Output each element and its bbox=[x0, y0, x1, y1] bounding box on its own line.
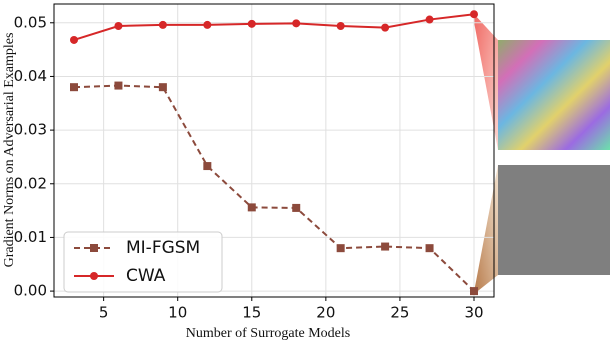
flat-image bbox=[498, 165, 610, 275]
y-tick-label: 0.00 bbox=[14, 282, 47, 300]
data-point bbox=[114, 81, 123, 90]
data-point bbox=[203, 20, 212, 29]
legend-label: MI-FGSM bbox=[126, 238, 200, 258]
data-point bbox=[470, 10, 478, 19]
data-point bbox=[203, 162, 212, 171]
series-line bbox=[73, 84, 475, 292]
legend-label: CWA bbox=[126, 266, 166, 286]
data-point bbox=[70, 83, 78, 92]
x-tick-label: 30 bbox=[464, 304, 483, 322]
legend-marker bbox=[90, 272, 98, 280]
data-point bbox=[247, 203, 256, 212]
data-point bbox=[158, 83, 167, 92]
image-overlay bbox=[498, 40, 610, 150]
zoom-wedge bbox=[474, 14, 498, 150]
x-tick-label: 10 bbox=[168, 304, 187, 322]
y-tick-label: 0.04 bbox=[14, 67, 47, 85]
x-tick-label: 15 bbox=[242, 304, 261, 322]
data-point bbox=[470, 287, 478, 296]
data-point bbox=[336, 22, 345, 31]
y-tick-label: 0.01 bbox=[14, 228, 47, 246]
data-point bbox=[292, 203, 301, 212]
y-axis-label: Gradient Norms on Adversarial Examples bbox=[2, 33, 17, 268]
data-point bbox=[70, 35, 78, 44]
data-point bbox=[292, 19, 301, 28]
data-point bbox=[381, 23, 390, 32]
data-point bbox=[425, 15, 434, 24]
zoom-wedge bbox=[474, 165, 498, 294]
legend-marker bbox=[90, 244, 98, 252]
data-point bbox=[381, 242, 390, 251]
data-point bbox=[247, 19, 256, 28]
data-point bbox=[114, 22, 123, 31]
y-tick-label: 0.05 bbox=[14, 13, 47, 31]
x-tick-label: 5 bbox=[99, 304, 109, 322]
series-line bbox=[73, 13, 475, 41]
x-axis-label: Number of Surrogate Models bbox=[186, 326, 350, 341]
data-point bbox=[336, 244, 345, 253]
y-tick-label: 0.03 bbox=[14, 121, 47, 139]
plot-frame bbox=[53, 3, 495, 298]
x-tick-label: 25 bbox=[390, 304, 409, 322]
data-point bbox=[425, 244, 434, 253]
data-point bbox=[158, 20, 167, 29]
adversarial-image bbox=[498, 40, 610, 150]
x-tick-label: 20 bbox=[316, 304, 335, 322]
y-tick-label: 0.02 bbox=[14, 174, 47, 192]
